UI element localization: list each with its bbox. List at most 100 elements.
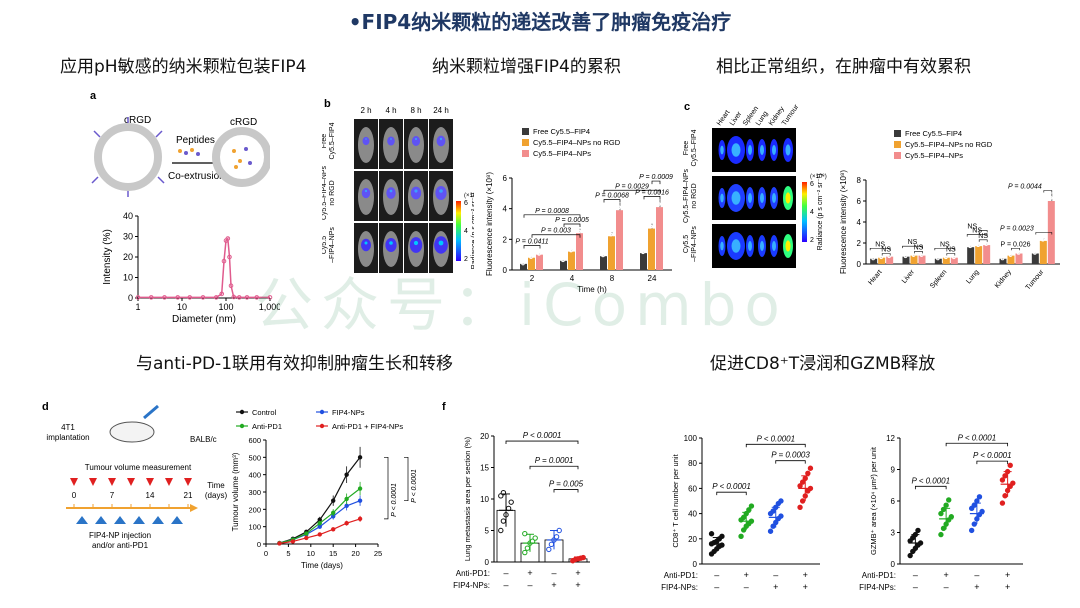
panel-letter-d: d <box>42 401 49 413</box>
bar-point <box>952 255 956 260</box>
size-point <box>225 236 231 241</box>
bar <box>975 246 983 264</box>
anti-pd1-sign: – <box>503 568 508 578</box>
panel-d-schematic: d 4T1 implantation BALB/c Tumour volume meas… <box>42 401 227 550</box>
data-point <box>500 518 507 524</box>
p-value-label: P < 0.0001 <box>712 482 751 491</box>
y-tick-label: 5 <box>485 527 490 536</box>
bar <box>910 255 918 264</box>
significance-bracket <box>563 223 581 227</box>
panel-letter-c: c <box>684 101 690 113</box>
significance-bracket <box>603 199 621 203</box>
bar-point <box>649 224 653 229</box>
significance-bracket <box>505 440 579 445</box>
panel-c-imaging: cHeartLiverSpleenLungKidneyTumourFreeCy5… <box>683 101 827 268</box>
y-tick-label: 0 <box>891 560 896 569</box>
x-tick-label: 4 <box>570 274 575 283</box>
crgd-label-left: cRGD <box>124 115 151 126</box>
data-point <box>546 546 552 553</box>
anti-pd1-sign: – <box>974 570 979 580</box>
bar <box>870 258 878 264</box>
bar <box>600 256 607 270</box>
y-tick-label: 80 <box>688 459 697 468</box>
data-point <box>767 528 774 534</box>
growth-point <box>317 524 322 529</box>
growth-point <box>317 532 322 537</box>
y-tick-label: 0 <box>693 560 698 569</box>
colorbar-tick: 4 <box>810 209 814 216</box>
data-point <box>974 498 980 504</box>
x-tick-label: 0 <box>264 549 268 558</box>
organ-hotspot <box>760 241 764 251</box>
data-point <box>907 552 913 559</box>
injection-marker <box>171 516 183 524</box>
organ-hotspot <box>748 145 752 155</box>
growth-point <box>317 521 322 526</box>
bar-point <box>1033 251 1037 255</box>
legend-swatch <box>522 139 529 146</box>
fip4-sign: – <box>714 582 719 592</box>
significance-bracket <box>1035 232 1053 235</box>
imaging-row-label: Cy5.5–FIP4–NPsno RGD <box>322 165 336 220</box>
y-tick-label: 8 <box>857 176 862 185</box>
measurement-marker <box>108 478 116 486</box>
x-tick-label: 2 <box>530 274 535 283</box>
panel-letter-f: f <box>442 401 446 413</box>
colorbar-exponent: (×10⁸) <box>464 192 474 199</box>
section-heading-a: 应用pH敏感的纳米颗粒包装FIP4 <box>60 57 307 77</box>
data-point <box>971 502 977 508</box>
bar <box>648 228 655 270</box>
fluorescence-hotspot <box>414 189 418 193</box>
bar-point <box>911 253 916 257</box>
organ-hotspot <box>720 241 724 251</box>
bar-point <box>1041 237 1045 242</box>
ns-label: NS <box>908 239 918 246</box>
legend-label: Anti-PD1 <box>252 422 282 431</box>
fluorescence-hotspot <box>439 137 443 141</box>
x-tick-label: 24 <box>648 274 657 283</box>
legend-label: Cy5.5–FIP4–NPs <box>533 149 591 158</box>
panel-a-schematic: a cRGD Peptides Co-extrusion cRGD <box>90 90 270 197</box>
growth-point <box>357 455 363 460</box>
growth-point <box>304 531 309 536</box>
y-axis-label: Fluorescence intensity (×10⁸) <box>839 170 848 274</box>
panel-c-bar-chart: 0 2 4 6 8 Fluorescence intensity (×10⁸) Heart L… <box>839 129 1060 292</box>
legend-swatch <box>894 152 901 159</box>
ns-label: NS <box>967 223 977 230</box>
legend-label: FIP4-NPs <box>332 408 365 417</box>
y-tick-label: 2 <box>857 239 862 248</box>
y-tick-label: 10 <box>123 273 133 283</box>
bar <box>616 210 623 270</box>
data-point <box>508 499 514 505</box>
anti-pd1-sign: + <box>803 570 808 580</box>
legend-label: Control <box>252 408 277 417</box>
y-tick-label: 40 <box>688 510 697 519</box>
y-tick-label: 15 <box>480 464 489 473</box>
fip4-sign: – <box>944 582 949 592</box>
anti-pd1-sign: – <box>913 570 918 580</box>
lung-metastasis-chart: f 0 5 10 15 20 Lung metastasis area per sectio… <box>442 401 590 590</box>
p-value-label: P = 0.0029 <box>615 183 649 190</box>
bar <box>878 257 886 264</box>
gzmb-chart: 0 3 6 9 12 GZMB⁺ area (×10⁴ μm²) per unit – – + –… <box>859 433 1023 592</box>
data-point <box>1007 462 1013 468</box>
data-point <box>524 545 531 551</box>
mouse-icon <box>109 421 155 443</box>
cd8-chart: 0 20 40 60 80 100 CD8⁺ T cell number per unit –… <box>661 434 820 592</box>
cb-b-colorbar <box>456 201 461 261</box>
injection-marker <box>152 516 164 524</box>
fluorescence-signal <box>386 187 396 199</box>
measurement-marker <box>165 478 173 486</box>
organ-label: Liver <box>729 110 744 127</box>
size-point <box>187 295 193 300</box>
bar <box>608 236 615 270</box>
bar-point <box>1049 196 1053 200</box>
bar <box>918 255 926 264</box>
bar-point <box>976 243 980 248</box>
colorbar-tick: 6 <box>464 200 468 207</box>
data-point <box>946 497 952 503</box>
bar <box>967 247 975 264</box>
size-point <box>244 295 250 300</box>
p-value-label: P = 0.0009 <box>639 174 673 181</box>
p-value-label: P = 0.0005 <box>555 217 589 224</box>
